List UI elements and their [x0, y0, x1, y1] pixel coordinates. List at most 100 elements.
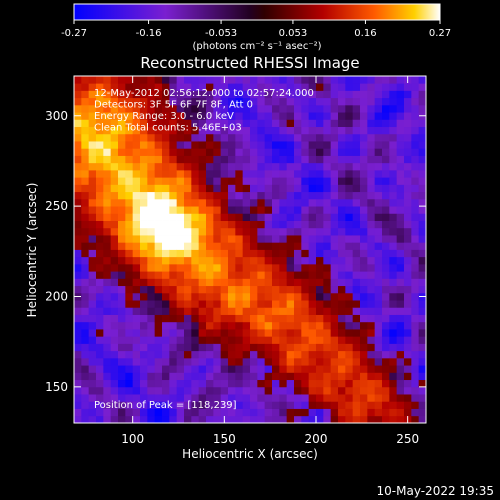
heatmap-cell	[308, 184, 317, 193]
heatmap-cell	[110, 314, 119, 323]
heatmap-cell	[191, 343, 200, 352]
heatmap-cell	[389, 415, 398, 423]
heatmap-cell	[198, 372, 207, 381]
heatmap-cell	[162, 133, 170, 142]
heatmap-cell	[235, 336, 244, 344]
heatmap-cell	[396, 104, 405, 113]
heatmap-cell	[264, 104, 273, 113]
heatmap-cell	[235, 141, 244, 149]
heatmap-cell	[118, 379, 126, 388]
heatmap-cell	[330, 162, 339, 171]
heatmap-cell	[323, 386, 332, 395]
heatmap-cell	[74, 336, 82, 344]
heatmap-cell	[176, 401, 185, 409]
heatmap-cell	[286, 97, 295, 106]
heatmap-cell	[330, 104, 339, 113]
heatmap-cell	[404, 278, 412, 287]
heatmap-cell	[338, 256, 346, 265]
heatmap-cell	[418, 220, 426, 229]
heatmap-cell	[88, 112, 97, 120]
heatmap-cell	[411, 285, 420, 294]
heatmap-cell	[125, 169, 134, 178]
colorbar-ticks: -0.27 -0.16 -0.053 0.053 0.16 0.27	[61, 20, 451, 39]
heatmap-cell	[88, 307, 97, 315]
heatmap-cell	[279, 336, 288, 344]
heatmap-cell	[198, 76, 207, 84]
heatmap-cell	[323, 90, 332, 99]
heatmap-cell	[257, 169, 266, 178]
heatmap-cell	[279, 97, 288, 106]
heatmap-cell	[418, 155, 426, 164]
heatmap-cell	[228, 169, 236, 178]
heatmap-cell	[396, 379, 405, 388]
heatmap-cell	[374, 126, 383, 135]
heatmap-cell	[352, 83, 361, 91]
heatmap-cell	[206, 133, 214, 142]
heatmap-cell	[382, 365, 390, 373]
heatmap-cell	[396, 285, 405, 294]
heatmap-cell	[374, 90, 383, 99]
heatmap-cell	[162, 235, 170, 243]
heatmap-cell	[250, 336, 258, 344]
heatmap-cell	[235, 206, 244, 214]
heatmap-cell	[352, 329, 361, 337]
heatmap-cell	[308, 365, 317, 373]
heatmap-cell	[169, 300, 178, 308]
heatmap-cell	[308, 285, 317, 294]
heatmap-cell	[301, 119, 310, 128]
heatmap-cell	[81, 126, 90, 135]
heatmap-cell	[250, 198, 258, 207]
heatmap-cell	[220, 256, 229, 265]
heatmap-cell	[206, 83, 214, 91]
heatmap-cell	[286, 300, 295, 308]
heatmap-cell	[257, 408, 266, 417]
heatmap-cell	[272, 213, 280, 221]
heatmap-cell	[352, 242, 361, 250]
heatmap-cell	[323, 401, 332, 409]
heatmap-cell	[272, 256, 280, 265]
heatmap-cell	[404, 213, 412, 221]
heatmap-cell	[184, 336, 192, 344]
heatmap-cell	[257, 278, 266, 287]
heatmap-cell	[213, 300, 222, 308]
heatmap-cell	[88, 76, 97, 84]
heatmap-cell	[118, 169, 126, 178]
heatmap-cell	[132, 386, 141, 395]
heatmap-cell	[191, 321, 200, 330]
heatmap-cell	[330, 365, 339, 373]
heatmap-cell	[396, 112, 405, 120]
heatmap-cell	[213, 112, 222, 120]
heatmap-cell	[132, 177, 141, 185]
heatmap-cell	[103, 292, 112, 301]
heatmap-cell	[147, 126, 156, 135]
heatmap-cell	[110, 386, 119, 395]
heatmap-cell	[301, 379, 310, 388]
heatmap-cell	[81, 350, 90, 359]
heatmap-cell	[176, 97, 185, 106]
heatmap-cell	[367, 350, 376, 359]
heatmap-cell	[162, 126, 170, 135]
heatmap-cell	[257, 220, 266, 229]
heatmap-cell	[345, 162, 354, 171]
heatmap-cell	[352, 372, 361, 381]
heatmap-cell	[374, 242, 383, 250]
heatmap-cell	[184, 83, 192, 91]
heatmap-cell	[308, 141, 317, 149]
heatmap-cell	[389, 372, 398, 381]
heatmap-cell	[213, 256, 222, 265]
heatmap-cell	[96, 126, 104, 135]
heatmap-cell	[140, 386, 148, 395]
heatmap-cell	[118, 155, 126, 164]
heatmap-cell	[206, 372, 214, 381]
heatmap-cell	[411, 379, 420, 388]
heatmap-cell	[279, 206, 288, 214]
heatmap-cell	[389, 379, 398, 388]
heatmap-cell	[162, 184, 170, 193]
heatmap-cell	[184, 350, 192, 359]
heatmap-cell	[162, 372, 170, 381]
heatmap-cell	[345, 249, 354, 258]
heatmap-cell	[74, 177, 82, 185]
heatmap-cell	[367, 133, 376, 142]
heatmap-cell	[110, 213, 119, 221]
heatmap-cell	[301, 104, 310, 113]
